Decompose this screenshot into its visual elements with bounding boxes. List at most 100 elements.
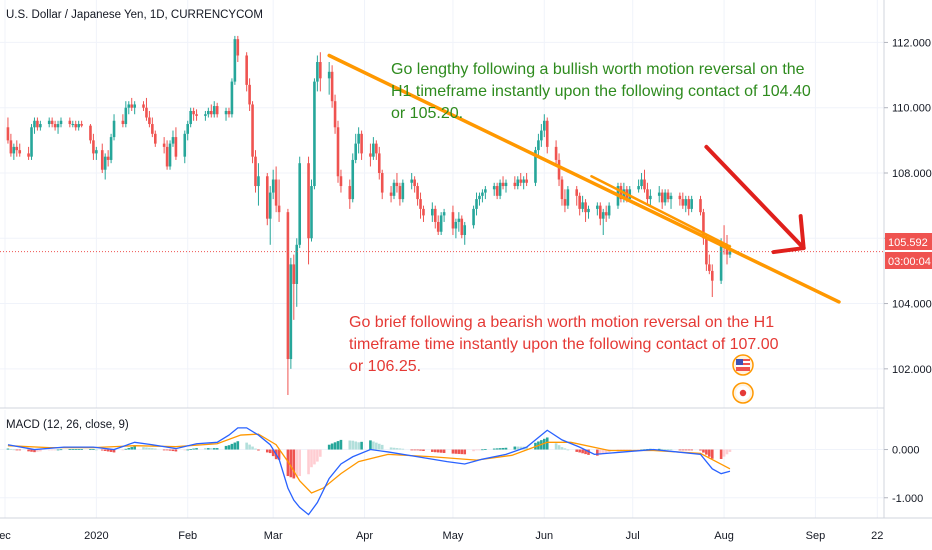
candle-body [678, 195, 682, 200]
macd-histogram-bar [100, 449, 104, 451]
macd-histogram-bar [80, 449, 83, 450]
macd-histogram-bar [227, 445, 231, 450]
time-tick-label: Sep [806, 530, 826, 542]
bullish-line-1: Go lengthy following a bullish worth mot… [391, 61, 805, 78]
macd-histogram-bar [525, 446, 528, 450]
macd-histogram-bar [271, 449, 275, 457]
macd-histogram-bar [669, 449, 673, 451]
candles-layer [6, 35, 732, 395]
macd-histogram-bar [207, 448, 210, 450]
macd-histogram-bar [195, 448, 198, 450]
candle-body [457, 218, 461, 222]
macd-histogram-bar [392, 447, 396, 450]
macd-histogram-bar [162, 449, 166, 451]
candle-body [112, 120, 116, 138]
price-grid [0, 0, 884, 408]
macd-histogram-bar [233, 442, 237, 450]
macd-histogram-bar [27, 449, 30, 452]
candle-body [575, 189, 579, 196]
macd-histogram-bar [439, 449, 443, 453]
macd-title: MACD (12, 26, close, 9) [6, 419, 129, 431]
macd-histogram-bar [183, 449, 187, 451]
macd-histogram-bar [204, 448, 207, 450]
candle-body [257, 176, 260, 187]
candle-body [151, 124, 154, 134]
macd-histogram-bar [492, 448, 496, 450]
candle-body [74, 124, 78, 128]
candle-body [495, 186, 499, 196]
macd-histogram-bar [398, 448, 402, 450]
macd-histogram-bar [708, 449, 711, 457]
red-arrow-head [771, 214, 806, 255]
candle-body [377, 153, 381, 173]
bearish-line-3: or 106.25. [349, 358, 421, 375]
candle-body [657, 192, 661, 196]
macd-histogram-bar [436, 449, 440, 453]
time-axis-labels: ec 2020 Feb Mar Apr May Jun Jul Aug Sep 22 [0, 530, 883, 542]
macd-line [7, 427, 731, 516]
jp-flag-event-icon[interactable] [732, 382, 754, 404]
candle-body [245, 55, 248, 85]
candle-body [212, 106, 216, 115]
bullish-line-3: or 105.20. [391, 105, 463, 122]
macd-histogram-bar [354, 441, 357, 450]
candle-body [277, 205, 281, 213]
macd-histogram-bar [401, 448, 405, 450]
candle-body [233, 39, 237, 82]
candle-body [433, 208, 437, 222]
red-arrow-shaft [704, 144, 806, 251]
candle-body [513, 182, 517, 187]
candle-body [419, 199, 422, 209]
macd-histogram-bar [171, 449, 175, 452]
macd-histogram-bar [375, 442, 378, 450]
macd-histogram-bar [710, 449, 714, 459]
macd-histogram-bar [657, 448, 661, 450]
macd-histogram-bar [413, 449, 416, 451]
macd-histogram-bar [545, 437, 549, 450]
candle-body [251, 104, 254, 157]
candle-body [295, 244, 299, 284]
macd-histogram-bar [30, 449, 33, 452]
candle-body [348, 186, 352, 200]
macd-histogram-bar [678, 449, 682, 451]
macd-histogram-bar [36, 449, 39, 452]
candle-body [333, 101, 337, 128]
macd-histogram-bar [719, 449, 723, 459]
macd-histogram-bar [316, 449, 319, 462]
time-tick-label: Aug [714, 530, 734, 542]
macd-histogram-bar [598, 449, 602, 455]
macd-histogram-bar [333, 442, 337, 450]
macd-histogram-bar [705, 449, 708, 455]
candle-body [316, 62, 319, 82]
macd-histogram-bar [289, 449, 293, 478]
candle-body [519, 179, 523, 183]
macd-histogram-bar [224, 445, 228, 450]
candle-body [292, 264, 296, 284]
macd-histogram-bar [596, 449, 599, 456]
macd-histogram-bar [604, 449, 608, 454]
candle-body [516, 179, 520, 187]
macd-histogram-bar [212, 448, 216, 450]
bullish-annotation: Go lengthy following a bullish worth mot… [391, 61, 811, 122]
us-flag-event-icon[interactable] [732, 354, 754, 376]
candle-body [699, 199, 702, 213]
candle-body [286, 212, 290, 360]
macd-histogram-bar [189, 449, 192, 450]
macd-histogram-bar [245, 442, 248, 450]
candle-body [360, 133, 363, 154]
candle-body [484, 189, 487, 193]
candle-body [475, 199, 478, 209]
macd-histogram-bar [89, 449, 92, 450]
macd-histogram-bar [106, 449, 110, 452]
macd-histogram-bar [451, 449, 455, 454]
macd-histogram-bar [360, 441, 363, 450]
candle-body [12, 146, 16, 154]
candle-body [230, 81, 234, 115]
macd-histogram-bar [6, 448, 10, 450]
macd-histogram-bar [124, 448, 128, 450]
candle-body [578, 195, 581, 209]
macd-histogram-bar [95, 449, 98, 451]
macd-histogram-bar [684, 449, 688, 451]
macd-histogram-bar [168, 449, 172, 451]
